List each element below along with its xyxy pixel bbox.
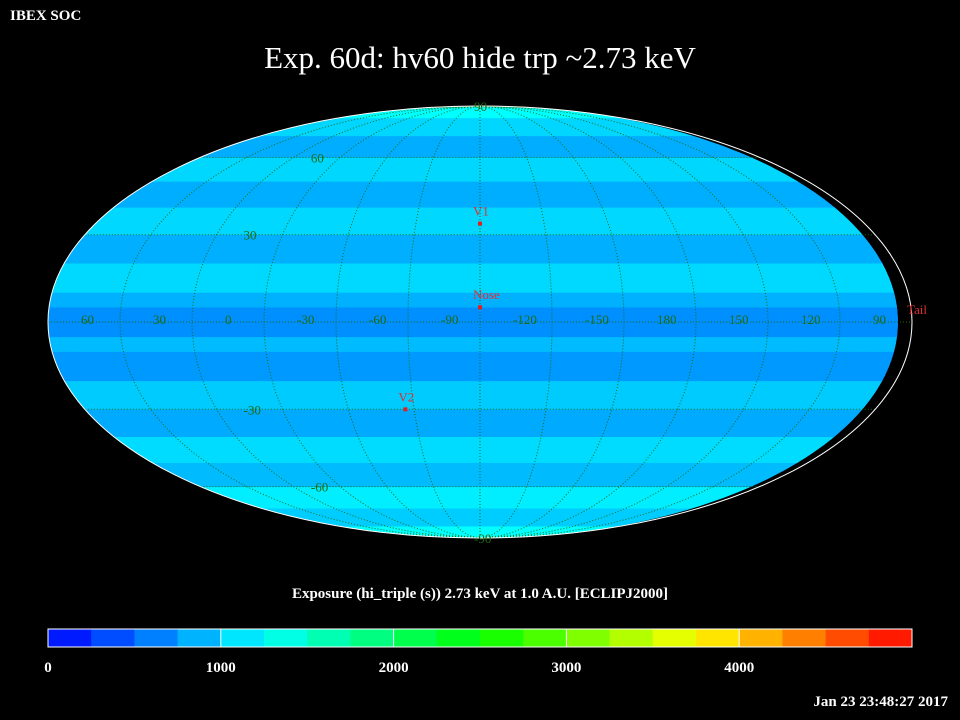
colorbar-segment: [134, 629, 179, 647]
marker-label: Nose: [473, 287, 500, 302]
colorbar-segment: [782, 629, 827, 647]
longitude-label: 150: [729, 312, 749, 327]
marker-dot: [478, 305, 482, 310]
colorbar-segment: [480, 629, 524, 647]
map-outline: [47, 105, 913, 539]
colorbar-segment: [350, 629, 395, 647]
colorbar-caption: Exposure (hi_triple (s)) 2.73 keV at 1.0…: [291, 586, 669, 602]
longitude-label: -120: [513, 312, 537, 327]
longitude-label: -90: [441, 312, 458, 327]
latitude-label: -90: [474, 531, 491, 546]
colorbar-segment: [264, 629, 308, 647]
colorbar-segment: [566, 629, 611, 647]
longitude-label: 0: [225, 312, 232, 327]
latitude-labels: 90 60 30 -30 -60 -90: [244, 99, 492, 546]
longitude-label: -60: [369, 312, 386, 327]
exposure-cells: [48, 106, 898, 538]
longitude-labels: 60 30 0 -30 -60 -90 -120 -150 180 150 120 90: [81, 312, 886, 327]
timestamp: Jan 23 23:48:27 2017: [813, 694, 948, 710]
colorbar-tick-label: 4000: [724, 660, 755, 676]
chart-title: Exp. 60d: hv60 hide trp ~2.73 keV: [264, 40, 696, 75]
longitude-label: 90: [873, 312, 886, 327]
longitude-label: 120: [801, 312, 821, 327]
marker-label: V1: [473, 204, 489, 219]
colorbar-tick-label: 2000: [378, 660, 409, 676]
colorbar-segment: [307, 629, 351, 647]
longitude-label: 60: [81, 312, 94, 327]
colorbar-segment: [48, 629, 92, 647]
marker-label: Tail: [907, 302, 927, 317]
marker-v1: V1: [473, 204, 489, 226]
colorbar-segment: [177, 629, 222, 647]
colorbar-segment: [868, 629, 913, 647]
latitude-label: 30: [244, 228, 257, 243]
marker-v2: V2: [398, 389, 414, 412]
colorbar-tick-label: 3000: [551, 660, 582, 676]
colorbar-segment: [696, 629, 740, 647]
colorbar-segment: [825, 629, 870, 647]
latitude-label: 60: [311, 150, 324, 165]
colorbar-segment: [652, 629, 697, 647]
marker-dot: [403, 407, 408, 412]
marker-label: V2: [398, 389, 414, 404]
colorbar-ticks: [47, 629, 740, 647]
longitude-label: -30: [297, 312, 314, 327]
marker-nose: Nose: [473, 287, 500, 310]
latitude-label: -60: [311, 480, 328, 495]
marker-tail: Tail: [907, 302, 927, 317]
colorbar-segment: [739, 629, 783, 647]
org-label: IBEX SOC: [10, 8, 82, 24]
colorbar-segment: [609, 629, 654, 647]
latitude-label: -30: [244, 402, 261, 417]
marker-dot: [478, 221, 482, 226]
longitude-label: 30: [153, 312, 166, 327]
colorbar-tick-label: 1000: [205, 660, 236, 676]
colorbar-segment: [523, 629, 567, 647]
colorbar-segment: [91, 629, 135, 647]
latitude-label: 90: [474, 99, 487, 114]
longitude-label: 180: [657, 312, 677, 327]
colorbar-segment: [220, 629, 265, 647]
longitude-label: -150: [585, 312, 609, 327]
colorbar-segment: [393, 629, 438, 647]
graticule: [48, 106, 912, 538]
markers: V1 Nose V2 Tail: [398, 204, 927, 412]
colorbar-gradient: [47, 628, 913, 648]
colorbar-tick-label: 0: [44, 660, 52, 676]
colorbar-segment: [436, 629, 481, 647]
